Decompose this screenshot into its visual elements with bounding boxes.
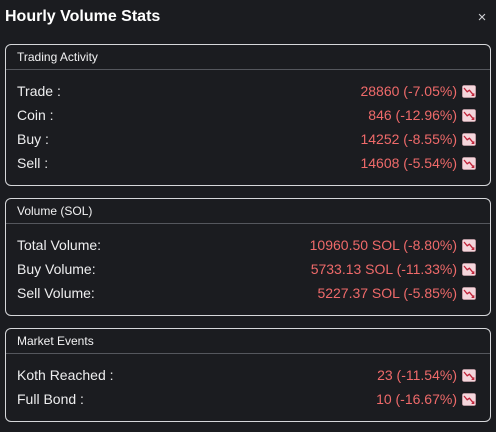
stat-label: Sell : bbox=[17, 155, 49, 171]
stat-row-trade: Trade : 28860 (-7.05%) bbox=[17, 81, 476, 101]
trading-activity-section: Trading Activity Trade : 28860 (-7.05%) … bbox=[5, 44, 491, 186]
stat-value: 14608 (-5.54%) bbox=[360, 155, 457, 171]
market-events-section: Market Events Koth Reached : 23 (-11.54%… bbox=[5, 328, 491, 422]
stat-value: 846 (-12.96%) bbox=[368, 107, 457, 123]
stat-row-sell: Sell : 14608 (-5.54%) bbox=[17, 153, 476, 173]
chart-decreasing-icon bbox=[462, 156, 476, 170]
stat-label: Total Volume: bbox=[17, 237, 102, 253]
stat-label: Full Bond : bbox=[17, 391, 84, 407]
stat-row-total-volume: Total Volume: 10960.50 SOL (-8.80%) bbox=[17, 235, 476, 255]
stat-label: Buy Volume: bbox=[17, 261, 96, 277]
volume-sol-section: Volume (SOL) Total Volume: 10960.50 SOL … bbox=[5, 198, 491, 316]
stat-value: 10 (-16.67%) bbox=[376, 391, 457, 407]
stat-value: 5227.37 SOL (-5.85%) bbox=[317, 285, 457, 301]
stat-label: Koth Reached : bbox=[17, 367, 114, 383]
chart-decreasing-icon bbox=[462, 84, 476, 98]
stat-row-buy-volume: Buy Volume: 5733.13 SOL (-11.33%) bbox=[17, 259, 476, 279]
stat-label: Buy : bbox=[17, 131, 49, 147]
stat-value: 14252 (-8.55%) bbox=[360, 131, 457, 147]
stat-value: 23 (-11.54%) bbox=[377, 367, 457, 383]
chart-decreasing-icon bbox=[462, 238, 476, 252]
stat-label: Sell Volume: bbox=[17, 285, 95, 301]
stat-label: Trade : bbox=[17, 83, 61, 99]
stat-row-koth-reached: Koth Reached : 23 (-11.54%) bbox=[17, 365, 476, 385]
panel-header: Hourly Volume Stats × bbox=[5, 7, 491, 29]
panel-title: Hourly Volume Stats bbox=[5, 8, 161, 25]
close-icon[interactable]: × bbox=[477, 9, 487, 26]
section-title: Trading Activity bbox=[6, 45, 490, 70]
stat-row-coin: Coin : 846 (-12.96%) bbox=[17, 105, 476, 125]
chart-decreasing-icon bbox=[462, 108, 476, 122]
chart-decreasing-icon bbox=[462, 132, 476, 146]
stat-row-full-bond: Full Bond : 10 (-16.67%) bbox=[17, 389, 476, 409]
stat-label: Coin : bbox=[17, 107, 54, 123]
section-title: Volume (SOL) bbox=[6, 199, 490, 224]
stat-row-buy: Buy : 14252 (-8.55%) bbox=[17, 129, 476, 149]
stat-value: 10960.50 SOL (-8.80%) bbox=[309, 237, 457, 253]
section-title: Market Events bbox=[6, 329, 490, 354]
chart-decreasing-icon bbox=[462, 286, 476, 300]
chart-decreasing-icon bbox=[462, 392, 476, 406]
chart-decreasing-icon bbox=[462, 368, 476, 382]
stat-value: 28860 (-7.05%) bbox=[360, 83, 457, 99]
stat-value: 5733.13 SOL (-11.33%) bbox=[310, 261, 457, 277]
stat-row-sell-volume: Sell Volume: 5227.37 SOL (-5.85%) bbox=[17, 283, 476, 303]
chart-decreasing-icon bbox=[462, 262, 476, 276]
